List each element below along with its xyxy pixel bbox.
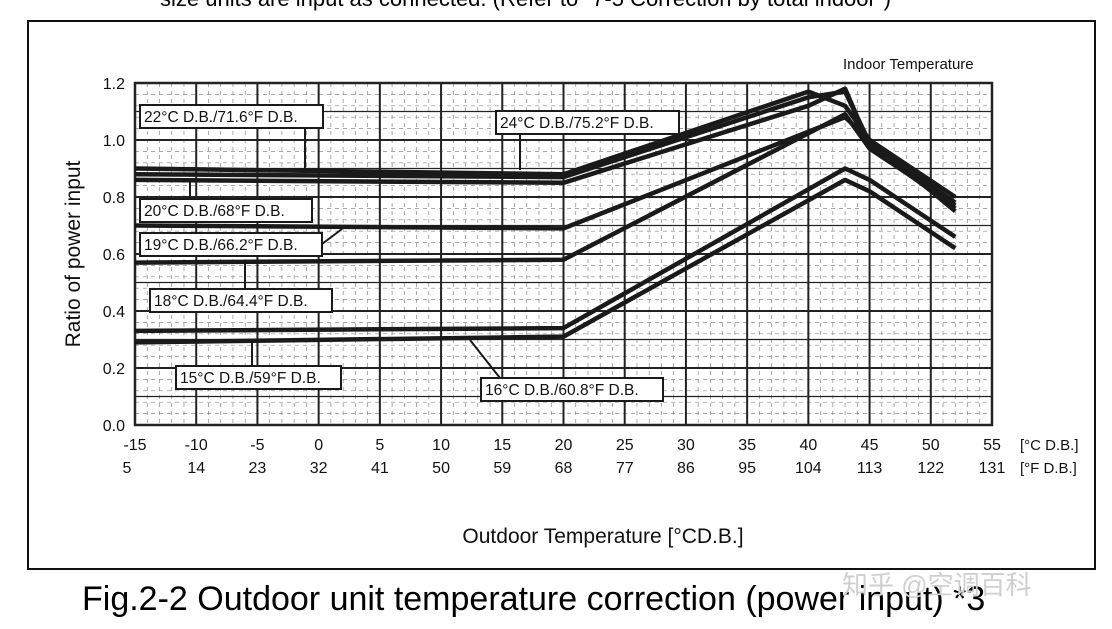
x-tick-label-c: 40: [799, 437, 817, 454]
x-tick-label-c: 10: [432, 437, 450, 454]
label-leader-line: [469, 339, 501, 379]
y-axis-title: Ratio of power input: [62, 160, 85, 347]
legend-title: Indoor Temperature: [843, 56, 974, 73]
cropped-header-text: size units are input as connected. (Refe…: [160, 0, 891, 12]
x-tick-label-f: 59: [493, 460, 511, 477]
y-tick-label: 0.4: [103, 304, 125, 321]
series-lines: [134, 86, 957, 345]
axis-labels: 0.0 0.2 0.4 0.6 0.8 1.0 1.2 -15 -10 -5 0 5 10 15 20 25 3…: [62, 52, 1079, 548]
series-label: 19°C D.B./66.2°F D.B.: [144, 237, 298, 254]
watermark: 知乎 @空调百科: [842, 570, 1032, 600]
x-tick-label-c: 15: [493, 437, 511, 454]
series-label: 16°C D.B./60.8°F D.B.: [485, 382, 639, 399]
series-line: [134, 112, 957, 265]
y-tick-label: 1.2: [103, 76, 125, 93]
legend-title-bg: [838, 52, 994, 76]
series-label-box: [139, 104, 324, 129]
y-tick-label: 0.6: [103, 247, 125, 264]
series-label-box: [139, 232, 323, 257]
label-leader-line: [321, 228, 343, 245]
series-label: 20°C D.B./68°F D.B.: [144, 203, 285, 220]
y-tick-label: 0.8: [103, 190, 125, 207]
series-line: [134, 177, 957, 345]
x-tick-label-f: 95: [738, 460, 756, 477]
x-tick-label-c: 0: [314, 437, 323, 454]
x-unit-f: [°F D.B.]: [1020, 460, 1077, 477]
x-tick-label-c: 25: [616, 437, 634, 454]
x-tick-label-c: -5: [250, 437, 264, 454]
plot-border: [133, 81, 994, 427]
series-label-box: [139, 198, 313, 223]
x-tick-label-c: 5: [375, 437, 384, 454]
series-label-box: [149, 288, 333, 313]
x-tick-label-c: 55: [983, 437, 1001, 454]
chart-frame: [27, 20, 1096, 570]
y-tick-label: 0.0: [103, 418, 125, 435]
series-label: 22°C D.B./71.6°F D.B.: [144, 109, 298, 126]
x-tick-label-c: -15: [123, 437, 146, 454]
x-axis-title: Outdoor Temperature [°CD.B.]: [462, 525, 743, 548]
y-tick-label: 0.2: [103, 361, 125, 378]
x-tick-label-f: 131: [979, 460, 1006, 477]
x-tick-label-f: 77: [616, 460, 634, 477]
series-line: [134, 166, 957, 334]
series-label-box: [495, 110, 680, 135]
x-tick-label-f: 5: [123, 460, 132, 477]
series-labels: 22°C D.B./71.6°F D.B. 24°C D.B./75.2°F D.…: [139, 104, 680, 402]
y-tick-label: 1.0: [103, 133, 125, 150]
x-tick-label-c: 45: [861, 437, 879, 454]
x-tick-label-f: 50: [432, 460, 450, 477]
x-tick-label-c: 35: [738, 437, 756, 454]
x-tick-label-f: 14: [187, 460, 205, 477]
series-label: 24°C D.B./75.2°F D.B.: [500, 115, 654, 132]
x-tick-label-c: -10: [185, 437, 208, 454]
x-tick-label-f: 41: [371, 460, 389, 477]
series-label-box: [480, 377, 664, 402]
x-tick-label-f: 122: [917, 460, 944, 477]
x-tick-label-f: 32: [310, 460, 328, 477]
x-tick-label-f: 68: [555, 460, 573, 477]
x-tick-label-c: 20: [555, 437, 573, 454]
x-unit-c: [°C D.B.]: [1020, 437, 1079, 454]
label-leaders: [189, 128, 521, 379]
x-tick-label-c: 30: [677, 437, 695, 454]
x-tick-label-f: 23: [249, 460, 267, 477]
x-tick-label-f: 86: [677, 460, 695, 477]
x-tick-label-f: 104: [795, 460, 822, 477]
x-tick-label-c: 50: [922, 437, 940, 454]
x-tick-label-f: 113: [857, 460, 883, 477]
series-label-box: [175, 365, 342, 390]
series-label: 18°C D.B./64.4°F D.B.: [154, 293, 308, 310]
figure-caption: Fig.2-2 Outdoor unit temperature correct…: [82, 580, 986, 618]
series-label: 15°C D.B./59°F D.B.: [180, 370, 321, 387]
